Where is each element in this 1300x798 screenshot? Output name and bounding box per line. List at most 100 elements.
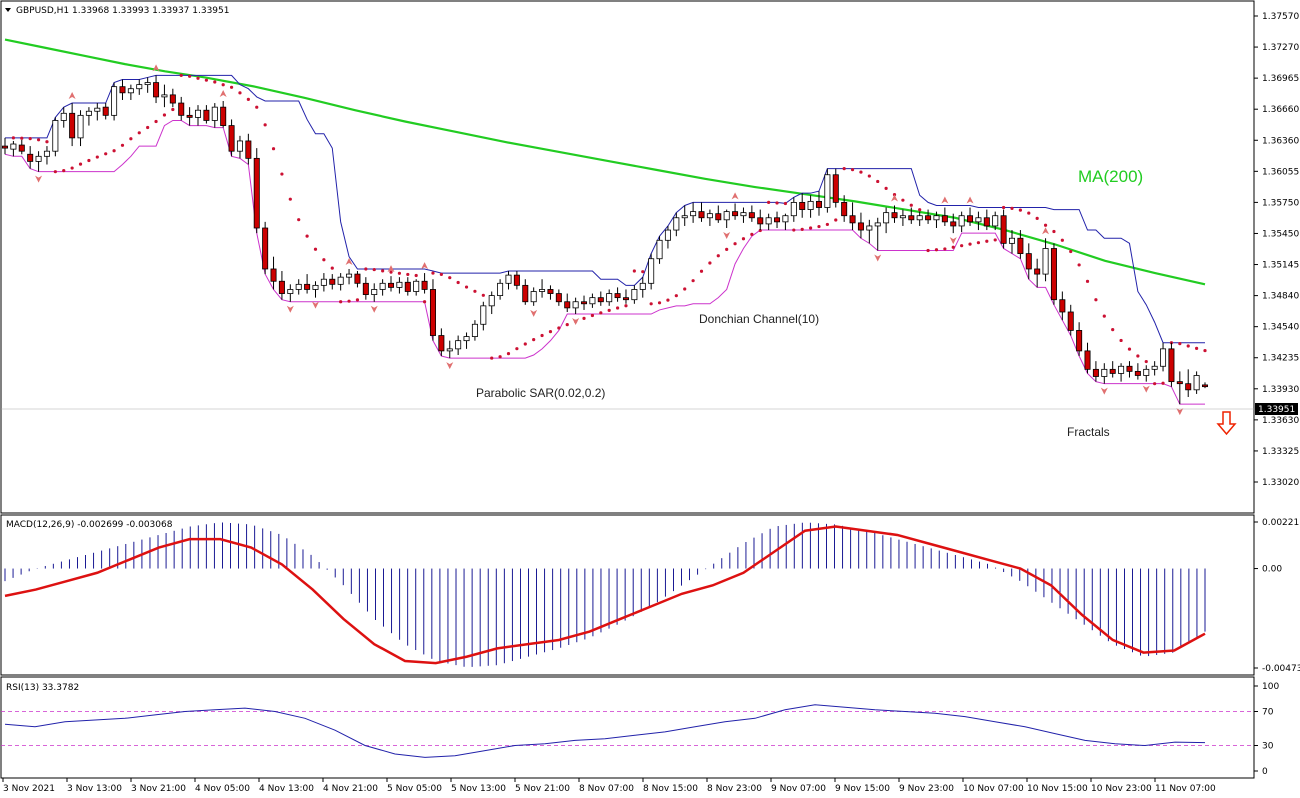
sar-dot — [263, 123, 267, 127]
sar-dot — [993, 238, 997, 242]
sar-dot — [657, 301, 662, 305]
sar-dot — [45, 140, 49, 144]
candle-body — [161, 94, 168, 98]
x-tick-label: 4 Nov 05:00 — [195, 784, 250, 794]
sar-dot — [11, 136, 15, 140]
fractal-up-marker — [345, 257, 353, 265]
sar-dot — [540, 333, 544, 338]
candle-body — [77, 114, 84, 139]
candle-body — [1160, 348, 1167, 367]
price-tick-label: 1.33630 — [1262, 416, 1299, 426]
fractal-down-marker — [286, 305, 294, 313]
candle-body — [950, 221, 957, 227]
sar-dot — [120, 143, 125, 147]
donchian-lower-line — [4, 119, 1205, 405]
sar-dot — [129, 137, 133, 141]
price-tick-label: 1.36055 — [1262, 167, 1299, 177]
x-tick-label: 5 Nov 13:00 — [451, 784, 506, 794]
sar-dot — [204, 78, 208, 82]
sar-dot — [154, 119, 158, 124]
macd-title: MACD(12,26,9) -0.002699 -0.003068 — [6, 520, 173, 530]
x-tick-label: 3 Nov 21:00 — [131, 784, 186, 794]
sar-dot — [1102, 314, 1106, 318]
sar-dot — [397, 271, 402, 275]
candle-body — [664, 229, 671, 241]
sar-dot — [221, 83, 225, 87]
price-tick-label: 1.35750 — [1262, 198, 1299, 208]
sar-dot — [775, 201, 779, 205]
sar-dot — [146, 125, 150, 130]
fractal-down-marker — [572, 318, 580, 326]
candle-body — [1034, 268, 1041, 275]
rsi-tick-label: 70 — [1262, 708, 1274, 718]
sar-dot — [624, 304, 628, 308]
sar-dot — [355, 298, 360, 302]
title-dropdown-icon[interactable] — [5, 8, 11, 12]
sar-dot — [1018, 208, 1022, 212]
candle-body — [1059, 299, 1066, 313]
sar-dot — [1186, 344, 1190, 348]
candle-body — [690, 211, 697, 217]
sar-dot — [649, 302, 653, 306]
sar-dot — [490, 356, 494, 360]
x-tick-label: 5 Nov 21:00 — [515, 784, 570, 794]
x-tick-label: 11 Nov 07:00 — [1155, 784, 1216, 794]
sar-dot — [364, 267, 368, 271]
candle-body — [698, 211, 705, 219]
candle-body — [337, 276, 344, 285]
current-price-box — [1255, 403, 1298, 415]
x-tick-label: 3 Nov 2021 — [3, 784, 55, 794]
x-tick-label: 10 Nov 07:00 — [963, 784, 1024, 794]
candle-body — [1067, 311, 1074, 331]
candle-body — [631, 289, 638, 301]
candle-body — [295, 283, 302, 290]
sar-dot — [1119, 338, 1123, 343]
sar-dot — [87, 158, 91, 163]
candle-body — [421, 280, 428, 290]
candle-body — [715, 213, 722, 221]
fractal-up-marker — [941, 196, 949, 204]
sar-dot — [716, 254, 720, 258]
fractal-down-marker — [1176, 408, 1184, 416]
candle-body — [1185, 383, 1192, 391]
candle-body — [866, 225, 873, 231]
x-tick-label: 5 Nov 05:00 — [387, 784, 442, 794]
sar-dot — [36, 138, 41, 142]
sar-dot — [532, 338, 536, 342]
sar-dot — [960, 244, 964, 248]
sar-dot — [238, 91, 242, 95]
candle-body — [857, 222, 864, 231]
candle-body — [228, 125, 235, 152]
sar-dot — [582, 316, 586, 320]
rsi-group: 100 70 30 0 — [1, 682, 1279, 777]
candle-body — [102, 106, 109, 116]
sar-dot — [1178, 341, 1182, 346]
x-tick-label: 3 Nov 13:00 — [67, 784, 122, 794]
x-tick-label: 9 Nov 07:00 — [771, 784, 826, 794]
rsi-tick-label: 100 — [1262, 682, 1279, 692]
candle-body — [648, 258, 655, 284]
candle-body — [564, 301, 571, 309]
fractal-up-marker — [152, 64, 160, 72]
macd-group: 0.002217 0.00 -0.004735 — [4, 518, 1300, 674]
candle-body — [69, 112, 76, 139]
x-tick-label: 10 Nov 23:00 — [1091, 784, 1152, 794]
x-tick-label: 8 Nov 15:00 — [643, 784, 698, 794]
sar-dot — [439, 272, 443, 277]
candle-body — [471, 323, 478, 337]
sar-dot — [297, 218, 301, 222]
sar-dot — [834, 218, 838, 222]
fractal-down-marker — [874, 254, 882, 262]
candle-body — [1092, 368, 1099, 377]
candle-body — [186, 114, 193, 118]
sar-dot — [951, 245, 955, 249]
candle-body — [404, 281, 411, 292]
sar-dot — [414, 273, 418, 278]
candle-body — [379, 282, 386, 290]
price-tick-label: 1.35145 — [1262, 261, 1299, 271]
candle-body — [941, 215, 948, 223]
y-axis-ticks-group: 1.37570 1.37270 1.36965 1.36660 1.36360 1.360… — [1254, 12, 1299, 488]
sar-dot — [557, 326, 561, 330]
fractal-down-marker — [949, 237, 957, 245]
